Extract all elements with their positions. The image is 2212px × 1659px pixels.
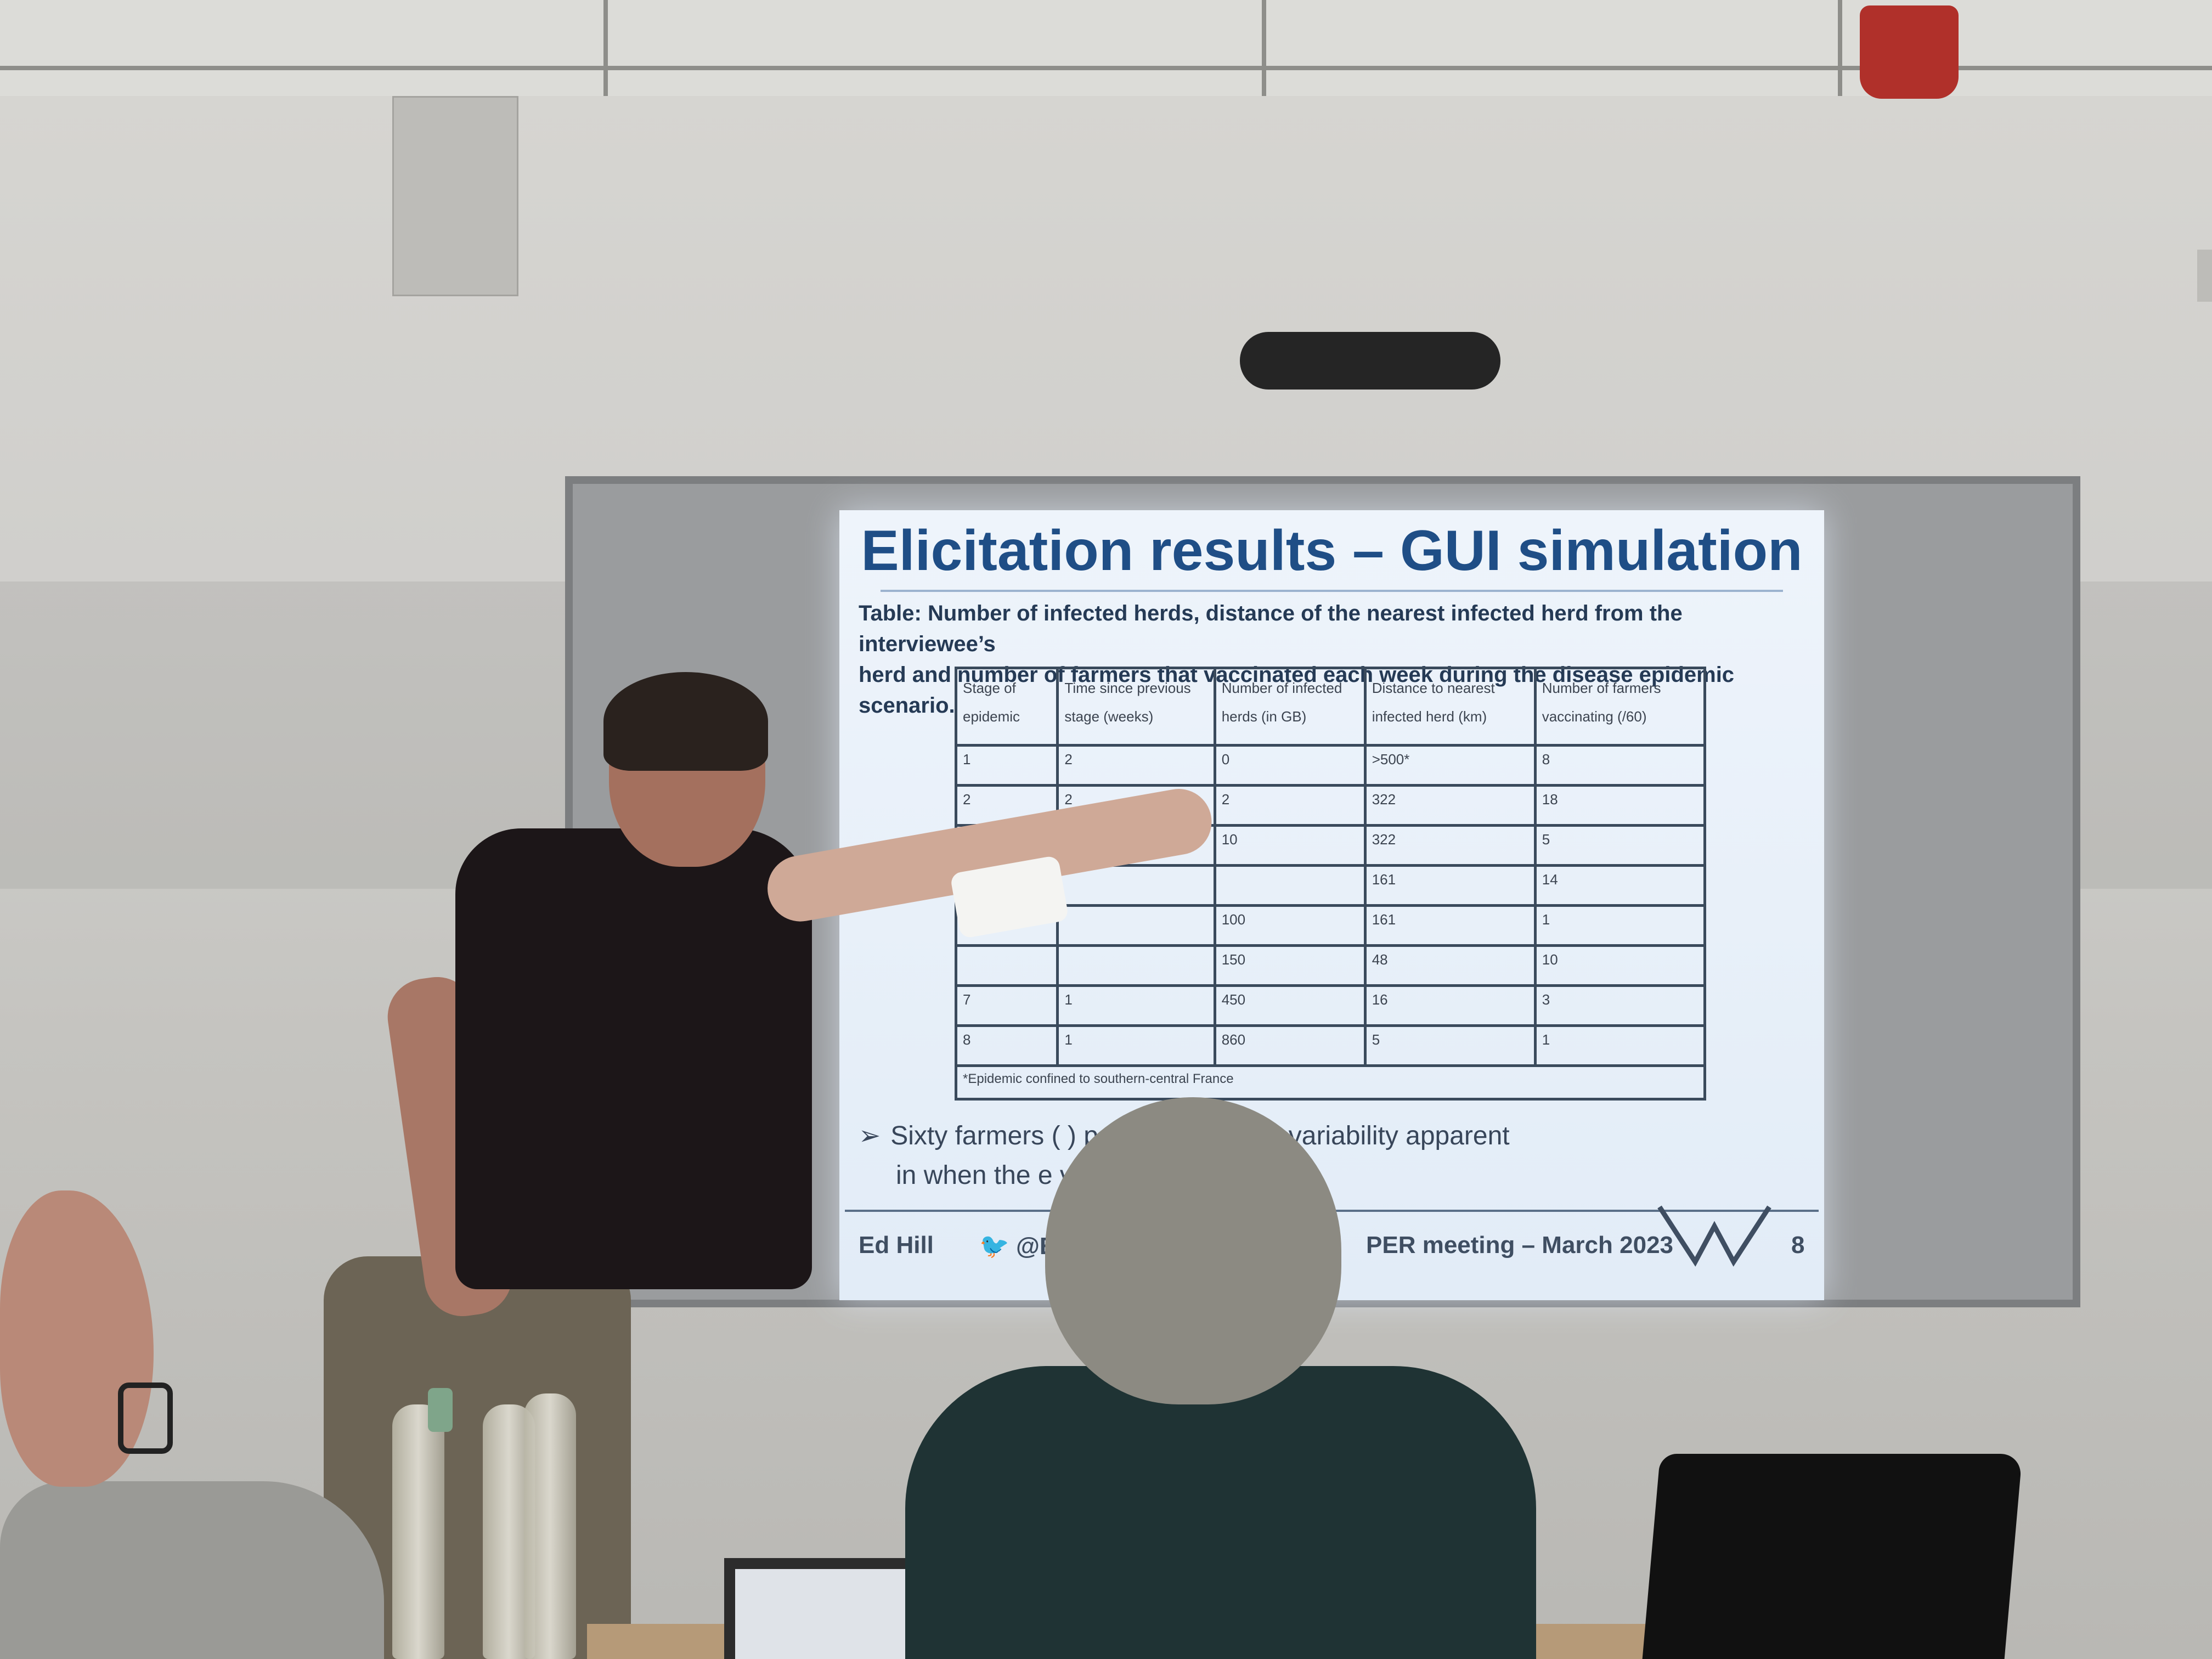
table-row: 7 1 450 16 3 [954, 984, 1707, 1027]
table-cell: 5 [1363, 1024, 1537, 1067]
header-time: Time since previous stage (weeks) [1056, 667, 1216, 747]
table-cell: 100 [1213, 904, 1367, 947]
table-cell: 322 [1363, 824, 1537, 867]
table-cell: 18 [1533, 784, 1707, 827]
bullet-point: ➢Sixty farmers ( ) participated, with va… [859, 1116, 1808, 1195]
wall-speaker [392, 96, 518, 296]
warwick-logo-icon [1657, 1205, 1771, 1267]
bottle-cap [428, 1388, 453, 1432]
caption-line-1: Table: Number of infected herds, distanc… [859, 601, 1683, 656]
footer-twitter: 🐦 @E [979, 1232, 1056, 1260]
twitter-bird-icon: 🐦 [979, 1233, 1009, 1260]
table-cell: 48 [1363, 944, 1537, 987]
table-cell: 322 [1363, 784, 1537, 827]
table-cell: 2 [1213, 784, 1367, 827]
table-cell [1056, 904, 1216, 947]
table-cell: 2 [1056, 744, 1216, 787]
slide-page-number: 8 [1791, 1232, 1805, 1259]
presenter-hair [603, 672, 768, 771]
projected-slide: Elicitation results – GUI simulation Tab… [839, 510, 1824, 1300]
header-infected: Number of infected herds (in GB) [1213, 667, 1367, 747]
table-cell: 161 [1363, 904, 1537, 947]
title-divider [881, 590, 1783, 592]
table-cell: 8 [1533, 744, 1707, 787]
audience-member-center-head [1045, 1097, 1341, 1404]
table-row: 100 161 1 [954, 904, 1707, 947]
table-cell: 450 [1213, 984, 1367, 1027]
table-cell: 150 [1213, 944, 1367, 987]
table-cell [954, 944, 1059, 987]
header-distance: Distance to nearest infected herd (km) [1363, 667, 1537, 747]
table-cell: 3 [1533, 984, 1707, 1027]
table-cell: 1 [954, 744, 1059, 787]
table-cell: 860 [1213, 1024, 1367, 1067]
table-cell: 1 [1056, 984, 1216, 1027]
fire-alarm [1860, 5, 1959, 99]
table-row: 1 2 0 >500* 8 [954, 744, 1707, 787]
table-row: 8 1 860 5 1 [954, 1024, 1707, 1067]
results-table: Stage of epidemic Time since previous st… [954, 667, 1707, 1101]
bullet-arrow-icon: ➢ [859, 1121, 881, 1150]
water-bottle [392, 1404, 444, 1659]
table-cell: 14 [1533, 864, 1707, 907]
presenter-torso [455, 828, 812, 1289]
table-cell: >500* [1363, 744, 1537, 787]
table-cell [1056, 944, 1216, 987]
footer-event: PER meeting – March 2023 [1366, 1232, 1674, 1259]
table-footnote: *Epidemic confined to southern-central F… [955, 1064, 1706, 1101]
audience-member-center-body [905, 1366, 1536, 1659]
table-cell: 10 [1533, 944, 1707, 987]
table-header-row: Stage of epidemic Time since previous st… [954, 667, 1707, 747]
laptop-screen [735, 1569, 911, 1659]
table-cell: 10 [1213, 824, 1367, 867]
table-cell: 7 [954, 984, 1059, 1027]
audience-member-left-body [0, 1481, 384, 1659]
table-cell: 1 [1533, 904, 1707, 947]
table-cell: 16 [1363, 984, 1537, 1027]
footnote-row: *Epidemic confined to southern-central F… [955, 1064, 1706, 1101]
audience-member-left-head [0, 1190, 154, 1487]
table-cell: 5 [1533, 824, 1707, 867]
slide-title: Elicitation results – GUI simulation [861, 519, 1803, 583]
table-row: 150 48 10 [954, 944, 1707, 987]
table-cell: 1 [1056, 1024, 1216, 1067]
results-table-wrapper: Stage of epidemic Time since previous st… [954, 667, 1707, 1101]
table-body: 120>500*82223221831103225161141001611150… [954, 744, 1707, 1067]
header-vaccinating: Number of farmers vaccinating (/60) [1533, 667, 1707, 747]
conference-camera [1240, 332, 1500, 390]
table-cell: 1 [1533, 1024, 1707, 1067]
wall-fixture [2197, 250, 2212, 302]
table-cell [1213, 864, 1367, 907]
bullet-line-2: in when the e vaccination. [896, 1161, 1199, 1190]
water-bottle [524, 1393, 576, 1659]
footer-author: Ed Hill [859, 1232, 934, 1259]
table-cell: 0 [1213, 744, 1367, 787]
ceiling [0, 0, 2212, 96]
glasses [118, 1383, 173, 1454]
header-stage: Stage of epidemic [954, 667, 1059, 747]
table-cell: 161 [1363, 864, 1537, 907]
table-cell: 8 [954, 1024, 1059, 1067]
office-chair [1642, 1454, 2023, 1659]
